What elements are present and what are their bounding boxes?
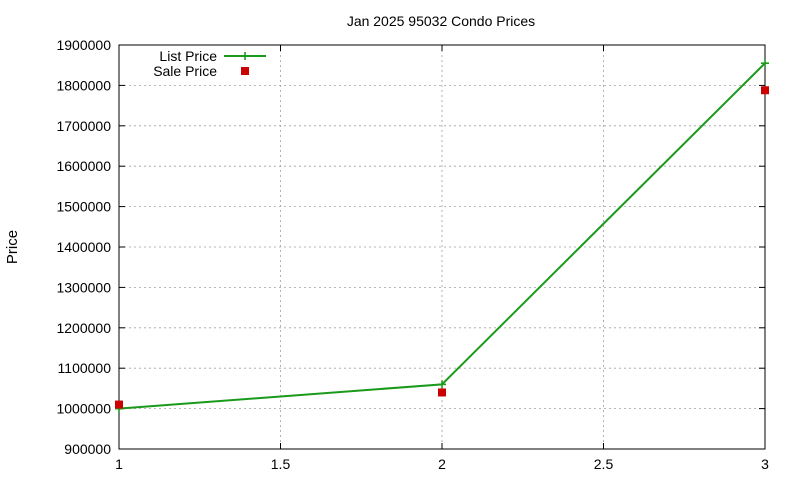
y-tick-label: 1800000 [56,77,111,93]
legend-label-list-price: List Price [159,48,217,64]
plot-frame [118,44,766,450]
x-tick-label: 3 [761,456,769,472]
y-tick-label: 900000 [64,441,111,457]
x-tick-label: 2.5 [594,456,614,472]
y-tick-label: 1700000 [56,118,111,134]
y-tick-label: 1000000 [56,401,111,417]
legend-symbol-list-price [224,52,266,60]
y-tick-label: 1900000 [56,37,111,53]
y-tick-label: 1500000 [56,199,111,215]
data-point-list-price [761,59,769,68]
y-tick-label: 1400000 [56,239,111,255]
legend-symbol-sale-price [241,67,249,75]
legend-label-sale-price: Sale Price [153,63,217,79]
data-point-sale-price [761,86,769,95]
legend: List Price Sale Price [153,48,266,79]
x-tick-label: 1 [115,456,123,472]
x-tick-label: 1.5 [271,456,291,472]
y-tick-label: 1600000 [56,158,111,174]
y-axis-label: Price [4,230,21,264]
data-point-list-price [438,380,446,389]
x-tick-label: 2 [438,456,446,472]
y-tick-label: 1100000 [58,360,112,376]
axis-ticks: 900000 1000000 1100000 1200000 1300000 140000… [56,37,769,472]
data-point-sale-price [438,388,446,397]
y-tick-label: 1200000 [56,320,111,336]
grid [119,45,765,449]
series-layer [115,59,769,413]
chart-title: Jan 2025 95032 Condo Prices [347,13,535,29]
y-tick-label: 1300000 [56,279,111,295]
data-point-sale-price [115,400,123,409]
legend-marker [241,67,249,75]
legend-marker [241,52,249,60]
